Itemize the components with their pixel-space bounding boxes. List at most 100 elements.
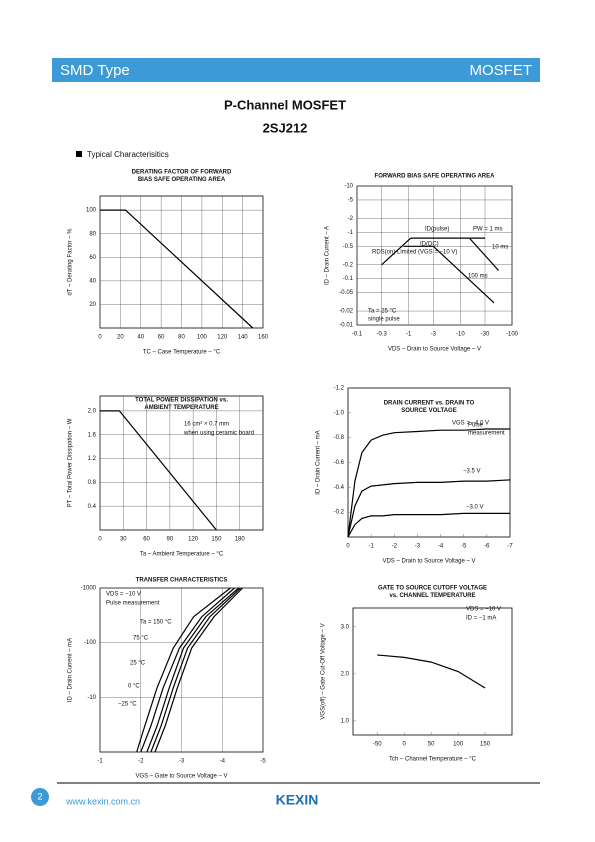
chart-title: DERATING FACTOR OF FORWARD — [132, 170, 232, 176]
annotation: when using ceramic board — [183, 431, 254, 437]
x-tick-label: -30 — [481, 332, 490, 338]
x-axis-label: Ta – Ambient Temperature – °C — [140, 552, 224, 558]
annotation: PW = 1 ms — [473, 227, 503, 233]
annotation: VDS = −10 V — [466, 607, 501, 613]
annotation: Pulse — [468, 423, 484, 429]
x-axis-label: VDS – Drain to Source Voltage – V — [382, 559, 475, 565]
data-line — [377, 654, 486, 689]
series-label: 25 °C — [130, 661, 146, 667]
y-axis-label: ID – Drain Current – A — [325, 226, 331, 285]
header-bar — [52, 58, 540, 82]
annotation: measurement — [468, 431, 505, 437]
y-tick-label: -0.5 — [343, 244, 354, 250]
annotation: Ta = 25 °C — [368, 309, 397, 315]
x-axis-label: VDS – Drain to Source Voltage – V — [388, 347, 481, 353]
section-title: Typical Characterisitics — [87, 150, 169, 159]
y-tick-label: -1.0 — [334, 410, 345, 416]
page-number: 2 — [37, 791, 42, 801]
annotation: 16 cm² × 0.7 mm — [184, 422, 229, 428]
x-tick-label: 160 — [258, 335, 269, 341]
header-left: SMD Type — [60, 62, 130, 79]
footer-logo: KEXIN — [276, 792, 319, 808]
x-tick-label: 0 — [403, 742, 407, 748]
x-tick-label: 60 — [143, 537, 150, 543]
x-tick-label: -1 — [97, 759, 103, 765]
series-label: ID(pulse) — [425, 227, 449, 233]
y-tick-label: 2.0 — [341, 671, 350, 677]
bullet — [76, 151, 82, 157]
y-tick-label: -0.8 — [334, 435, 345, 441]
y-tick-label: 1.2 — [88, 456, 97, 462]
x-tick-label: 50 — [428, 742, 435, 748]
series-label: −3.5 V — [463, 469, 481, 475]
x-tick-label: -100 — [506, 332, 519, 338]
series-label: −25 °C — [118, 702, 137, 708]
x-tick-label: -3 — [431, 332, 437, 338]
y-tick-label: -0.2 — [343, 262, 354, 268]
doc-title: P-Channel MOSFET — [224, 97, 346, 112]
y-tick-label: 0.4 — [88, 504, 97, 510]
y-tick-label: -0.01 — [339, 323, 353, 329]
x-tick-label: 0 — [346, 544, 350, 550]
x-tick-label: 40 — [137, 335, 144, 341]
annotation: VDS = −10 V — [106, 592, 141, 598]
data-line — [468, 237, 500, 271]
chart-title: TOTAL POWER DISSIPATION vs. — [135, 398, 228, 404]
data-line — [381, 237, 412, 266]
y-tick-label: 60 — [89, 255, 96, 261]
chart-title: GATE TO SOURCE CUTOFF VOLTAGE — [378, 586, 487, 592]
page-badge — [31, 788, 49, 806]
x-tick-label: -6 — [484, 544, 490, 550]
x-tick-label: -0.1 — [352, 332, 363, 338]
chart-title: BIAS SAFE OPERATING AREA — [138, 177, 226, 183]
y-axis-label: ID – Drain Current – mA — [68, 638, 74, 702]
x-tick-label: 60 — [158, 335, 165, 341]
series-label: ID(DC) — [420, 242, 439, 248]
data-line — [100, 209, 254, 329]
x-tick-label: 100 — [453, 742, 464, 748]
chart-title: TRANSFER CHARACTERISTICS — [136, 578, 228, 584]
annotation: single pulse — [368, 317, 400, 323]
y-tick-label: -0.2 — [334, 510, 345, 516]
plot-frame — [352, 607, 513, 736]
y-tick-label: -1 — [348, 230, 354, 236]
x-axis-label: TC – Case Temperature – °C — [143, 350, 221, 356]
x-tick-label: 100 — [197, 335, 208, 341]
x-axis-label: Tch – Channel Temperature – °C — [389, 757, 477, 763]
y-axis-label: VGS(off) – Gate Cut-Off Voltage – V — [321, 623, 327, 719]
part-number: 2SJ212 — [263, 120, 308, 135]
x-tick-label: -5 — [260, 759, 266, 765]
x-tick-label: -50 — [373, 742, 382, 748]
y-axis-label: ID – Drain Current – mA — [316, 430, 322, 494]
y-tick-label: -10 — [344, 184, 353, 190]
data-line — [432, 245, 495, 304]
annotation: ID = −1 mA — [466, 616, 496, 622]
y-tick-label: -5 — [348, 198, 354, 204]
y-tick-label: -100 — [84, 640, 97, 646]
data-line — [347, 512, 510, 538]
data-line — [146, 587, 239, 753]
x-tick-label: -3 — [415, 544, 421, 550]
x-tick-label: -2 — [392, 544, 398, 550]
x-tick-label: -2 — [138, 759, 144, 765]
x-tick-label: 150 — [480, 742, 491, 748]
y-tick-label: -0.4 — [334, 485, 345, 491]
chart-title: DRAIN CURRENT vs. DRAIN TO — [384, 401, 475, 407]
x-axis-label: VGS – Gate to Source Voltage – V — [135, 774, 227, 780]
data-line — [100, 410, 217, 531]
y-tick-label: -0.05 — [339, 290, 353, 296]
y-tick-label: 100 — [86, 208, 97, 214]
y-axis-label: PT – Total Power Dissipation – W — [68, 418, 74, 507]
series-label: 0 °C — [128, 684, 140, 690]
series-label: RDS(on) Limited (VGS = −10 V) — [372, 250, 457, 256]
chart-title: SOURCE VOLTAGE — [401, 408, 456, 414]
x-tick-label: 180 — [235, 537, 246, 543]
series-label: 10 ms — [492, 245, 508, 251]
y-tick-label: 2.0 — [88, 408, 97, 414]
x-tick-label: -4 — [220, 759, 226, 765]
x-tick-label: 0 — [98, 335, 102, 341]
chart-title: vs. CHANNEL TEMPERATURE — [389, 593, 475, 599]
data-line — [136, 587, 231, 753]
